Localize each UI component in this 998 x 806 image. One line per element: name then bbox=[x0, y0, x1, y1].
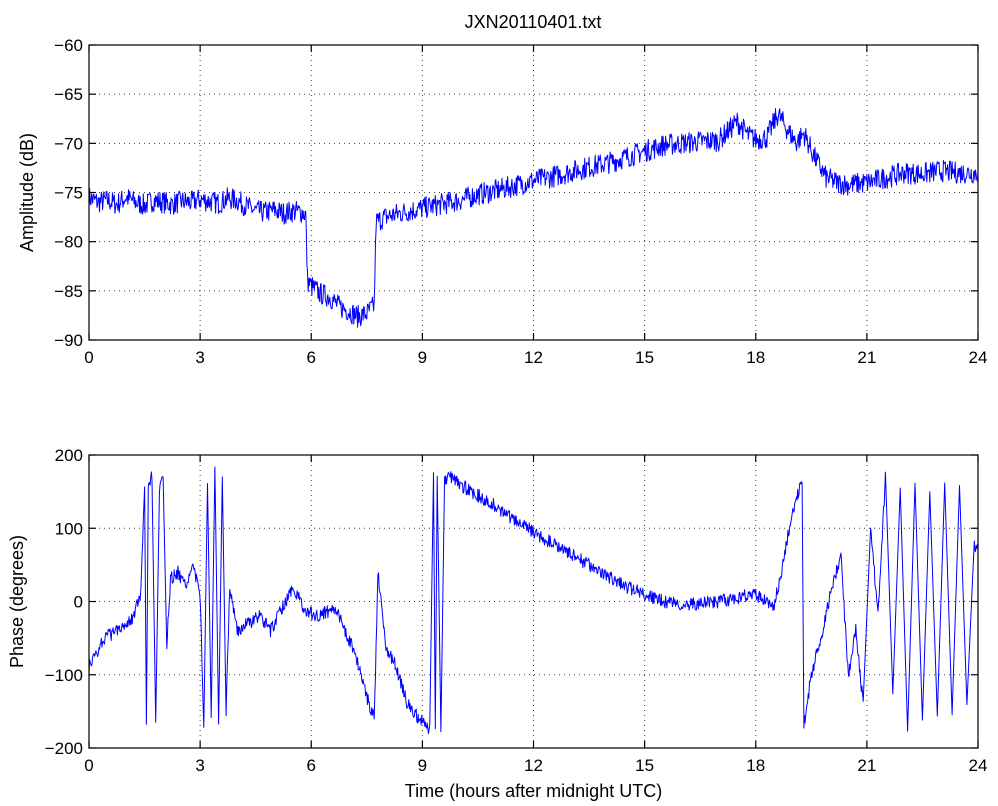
series-line bbox=[88, 108, 979, 328]
x-tick-label: 12 bbox=[524, 756, 543, 775]
x-tick-label: 6 bbox=[307, 756, 316, 775]
x-tick-label: 0 bbox=[84, 348, 93, 367]
chart-title: JXN20110401.txt bbox=[465, 12, 602, 32]
amplitude-series bbox=[88, 108, 979, 328]
time-x-axis-label: Time (hours after midnight UTC) bbox=[405, 781, 662, 801]
y-tick-label: 0 bbox=[74, 593, 83, 612]
x-tick-label: 24 bbox=[969, 348, 988, 367]
y-tick-label: −70 bbox=[54, 134, 83, 153]
phase-panel: 0 3 6 9 12 15 18 21 24 −200 −100 0 100 200 Phase (deg… bbox=[7, 446, 987, 801]
y-tick-label: −60 bbox=[54, 36, 83, 55]
x-tick-label: 21 bbox=[857, 348, 876, 367]
y-tick-label: −75 bbox=[54, 184, 83, 203]
x-tick-label: 15 bbox=[635, 348, 654, 367]
phase-y-axis-label: Phase (degrees) bbox=[7, 535, 27, 668]
amplitude-y-axis-label: Amplitude (dB) bbox=[17, 133, 37, 252]
y-tick-label: −200 bbox=[45, 739, 83, 758]
y-tick-label: −65 bbox=[54, 85, 83, 104]
x-tick-label: 18 bbox=[746, 756, 765, 775]
x-tick-label: 24 bbox=[969, 756, 988, 775]
y-tick-label: −100 bbox=[45, 666, 83, 685]
amplitude-grid bbox=[89, 45, 978, 340]
x-tick-label: 0 bbox=[84, 756, 93, 775]
y-tick-label: −85 bbox=[54, 282, 83, 301]
x-tick-label: 15 bbox=[635, 756, 654, 775]
amplitude-panel: JXN20110401.txt 0 3 6 9 12 15 18 21 24 −90 −85 −80 −… bbox=[17, 12, 987, 367]
x-tick-label: 3 bbox=[195, 756, 204, 775]
phase-ticks: 0 3 6 9 12 15 18 21 24 −200 −100 0 100 200 bbox=[45, 446, 988, 775]
series-line bbox=[88, 466, 979, 734]
x-tick-label: 12 bbox=[524, 348, 543, 367]
phase-grid bbox=[89, 455, 978, 748]
x-tick-label: 18 bbox=[746, 348, 765, 367]
y-tick-label: 100 bbox=[55, 519, 83, 538]
x-tick-label: 9 bbox=[418, 756, 427, 775]
amplitude-ticks: 0 3 6 9 12 15 18 21 24 −90 −85 −80 −75 −70 −65 −60 bbox=[54, 36, 987, 367]
x-tick-label: 6 bbox=[307, 348, 316, 367]
y-tick-label: −80 bbox=[54, 233, 83, 252]
phase-series bbox=[88, 466, 979, 734]
x-tick-label: 21 bbox=[857, 756, 876, 775]
x-tick-label: 9 bbox=[418, 348, 427, 367]
x-tick-label: 3 bbox=[195, 348, 204, 367]
y-tick-label: −90 bbox=[54, 331, 83, 350]
y-tick-label: 200 bbox=[55, 446, 83, 465]
